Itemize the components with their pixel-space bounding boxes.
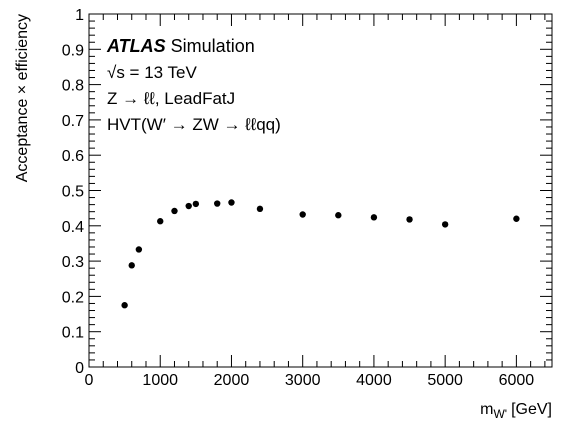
x-tick-label: 3000	[285, 372, 321, 389]
data-points	[121, 199, 520, 309]
data-point	[406, 216, 413, 223]
atlas-label-bold: ATLAS	[106, 36, 166, 56]
x-tick-label: 6000	[499, 372, 535, 389]
y-tick-label: 0.7	[62, 113, 84, 130]
channel-label: Z → ℓℓ, LeadFatJ	[107, 89, 235, 108]
x-axis-label-var: m	[480, 401, 493, 418]
tick-labels: 0 1000 2000 3000 4000 5000 6000 0 0.1 0.2 0.3 0.4 0.…	[62, 7, 535, 389]
data-point	[256, 205, 264, 213]
data-point	[228, 199, 235, 206]
y-tick-label: 1	[75, 7, 84, 24]
data-point	[157, 218, 164, 225]
y-tick-label: 0.5	[62, 184, 84, 201]
y-tick-label: 0.4	[62, 219, 84, 236]
simulation-label: Simulation	[171, 36, 255, 56]
x-tick-label: 4000	[356, 372, 392, 389]
y-tick-label: 0.9	[62, 42, 84, 59]
y-tick-label: 0.1	[62, 325, 84, 342]
x-tick-label: 5000	[427, 372, 463, 389]
data-point	[299, 211, 306, 218]
y-tick-label: 0.6	[62, 148, 84, 165]
atlas-label: ATLAS Simulation	[106, 36, 255, 56]
data-point	[370, 214, 378, 221]
y-tick-label: 0.3	[62, 254, 84, 271]
energy-label: √s = 13 TeV	[107, 63, 197, 82]
y-axis-label: Acceptance × efficiency	[14, 14, 31, 182]
x-axis-label-sub: W'	[493, 407, 507, 421]
axis-ticks	[88, 13, 552, 368]
data-point	[214, 200, 221, 207]
y-tick-label: 0.2	[62, 289, 84, 306]
data-point	[185, 202, 192, 210]
data-point	[192, 200, 200, 208]
data-point	[513, 215, 520, 222]
data-point	[135, 246, 143, 253]
x-tick-label: 2000	[214, 372, 250, 389]
data-point	[128, 262, 135, 269]
data-point	[441, 221, 449, 228]
data-point	[171, 207, 178, 215]
model-label: HVT(W′ → ZW → ℓℓqq)	[107, 115, 281, 134]
x-axis-label-unit: [GeV]	[511, 401, 552, 418]
x-tick-label: 1000	[142, 372, 178, 389]
data-point	[335, 212, 342, 219]
x-tick-label: 0	[85, 372, 94, 389]
y-tick-label: 0	[75, 360, 84, 377]
y-tick-label: 0.8	[62, 78, 84, 95]
x-axis-label: mW' [GeV]	[480, 401, 552, 421]
data-point	[121, 302, 128, 309]
